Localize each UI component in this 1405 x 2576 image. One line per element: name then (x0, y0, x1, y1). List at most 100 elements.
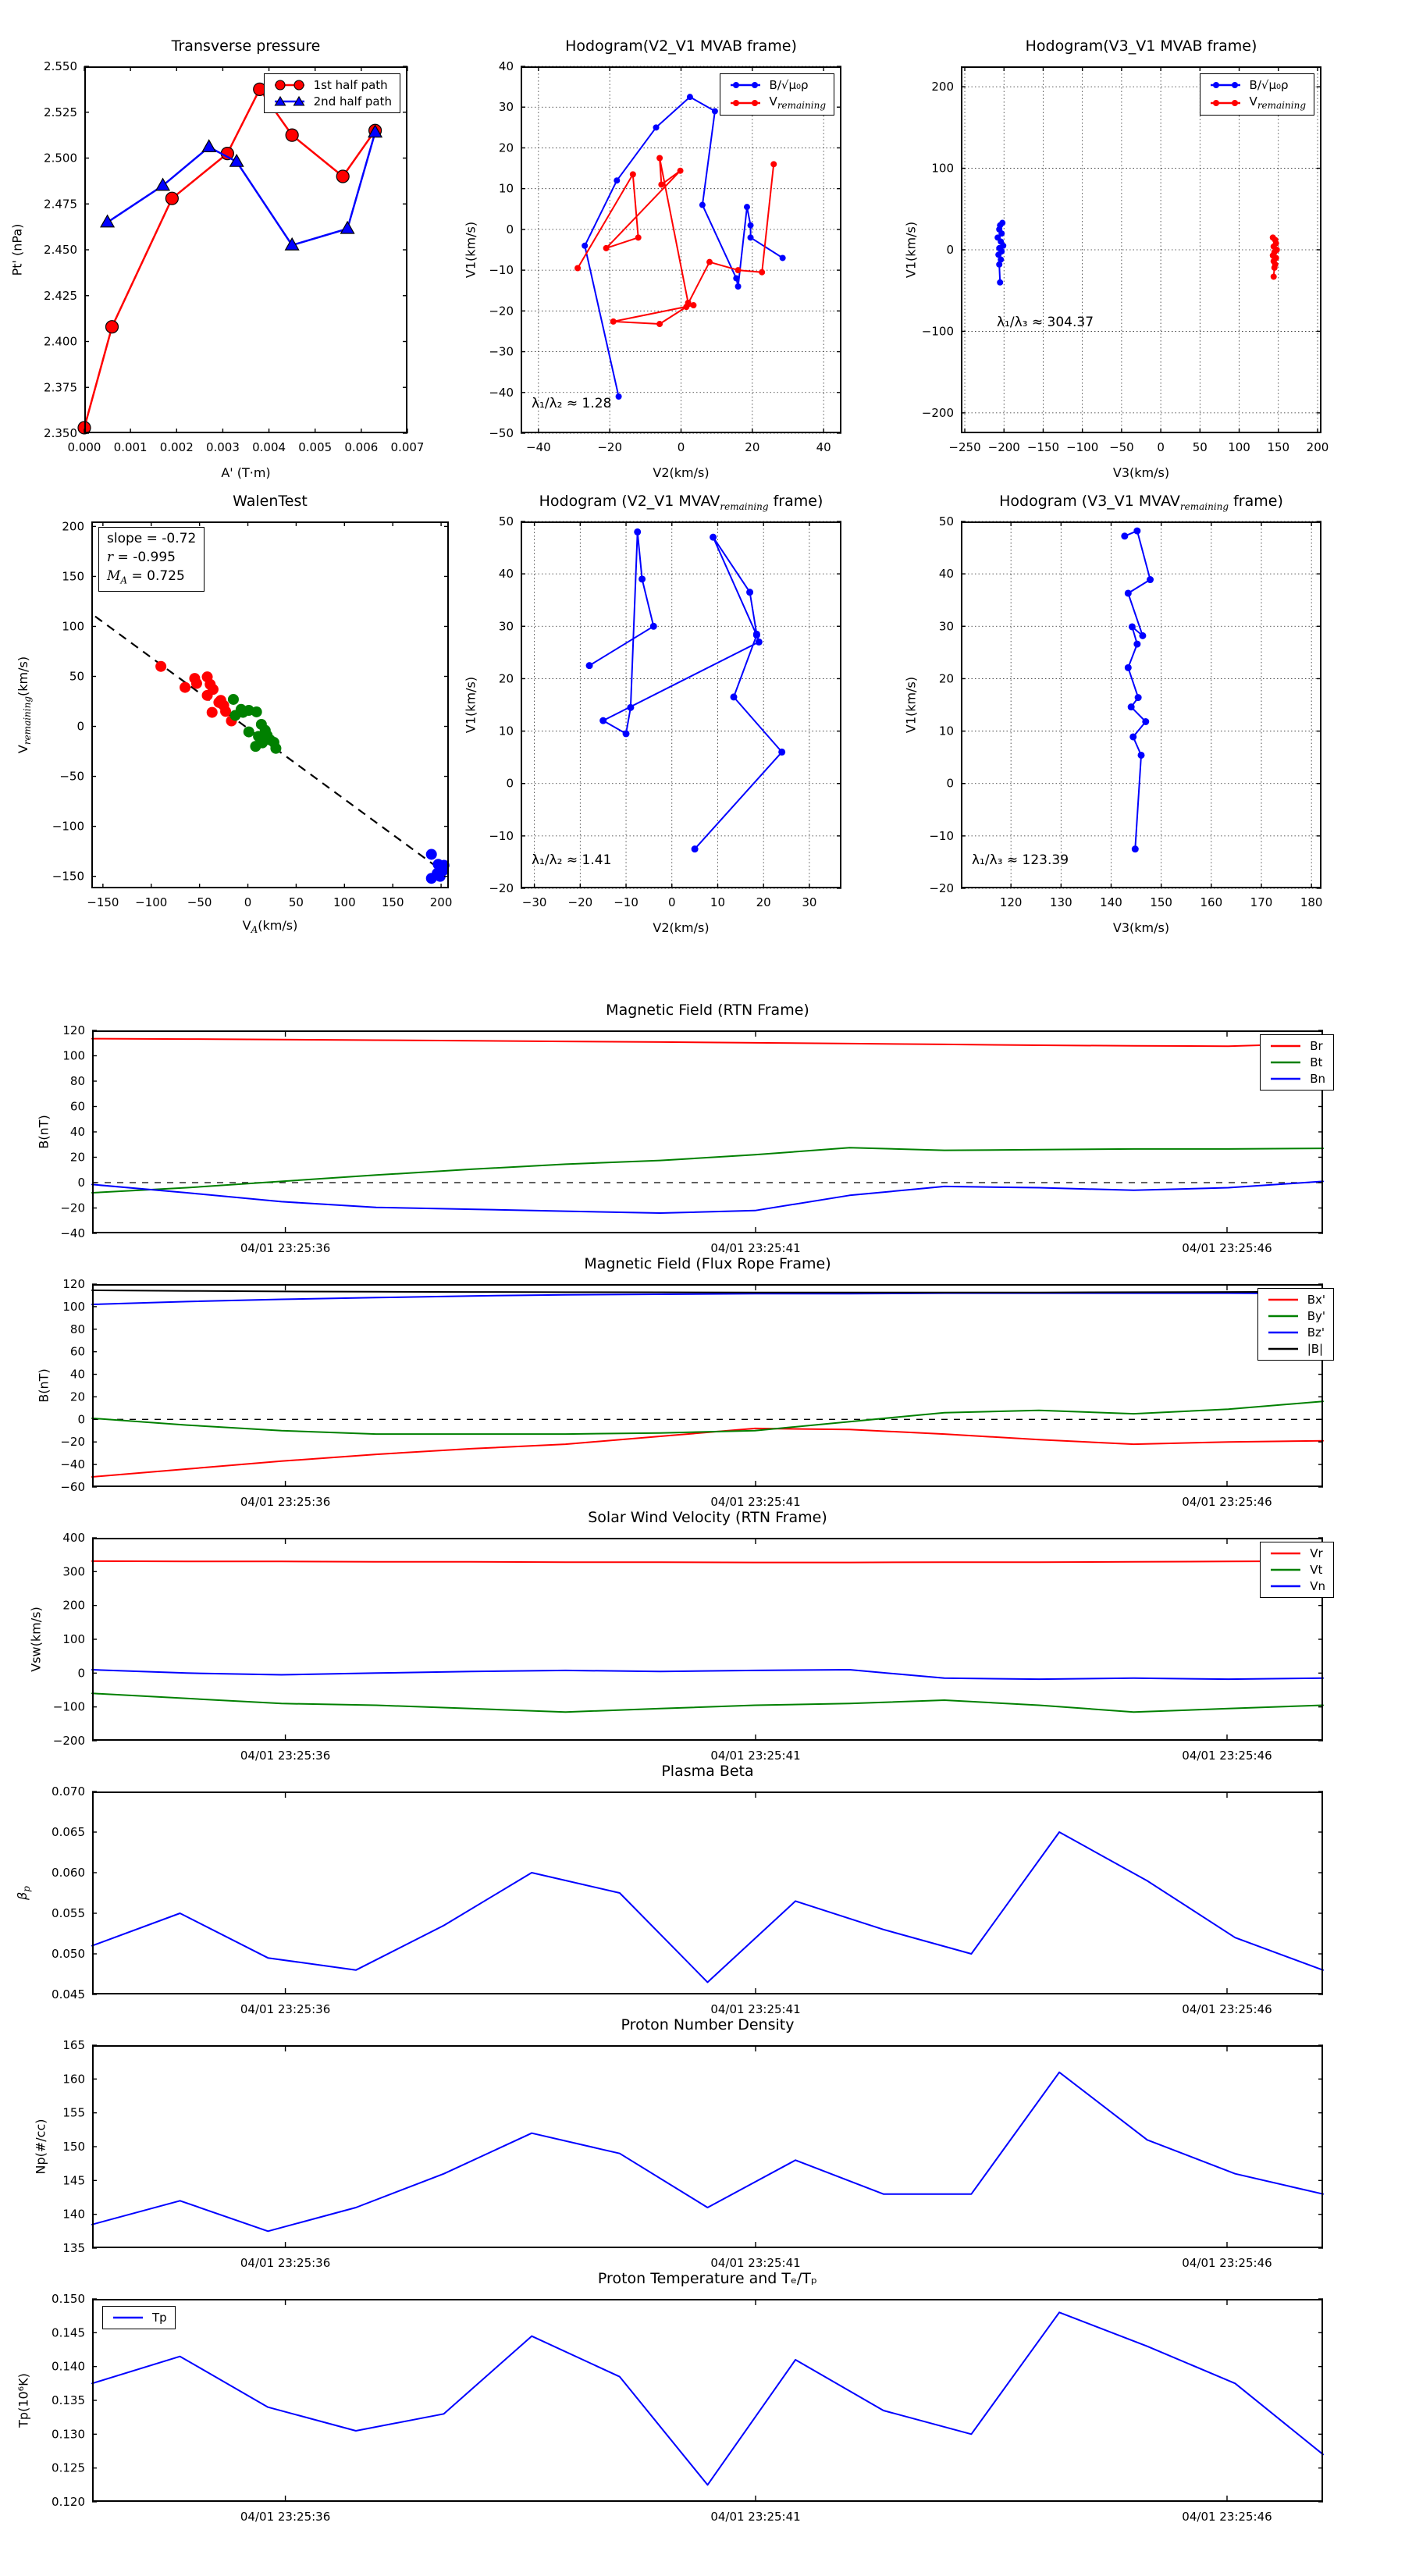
legend-entry: Bx' (1266, 1293, 1325, 1307)
time-tick-label: 04/01 23:25:41 (710, 2256, 800, 2270)
tick-label: 200 (931, 80, 954, 94)
plot-title: Hodogram(V2_V1 MVAB frame) (565, 37, 797, 55)
tick-label: 0.065 (52, 1825, 85, 1839)
legend-label: |B| (1307, 1342, 1324, 1356)
chart-canvas: 04/01 23:25:36 04/01 23:25:41 04/01 23:25:… (52, 1784, 1324, 2016)
y-axis-label: V1(km/s) (463, 676, 478, 734)
tick-label: 40 (70, 1368, 85, 1382)
tick-label: 0.006 (344, 440, 378, 454)
tick-label: −100 (1066, 440, 1098, 454)
tick-label: 50 (499, 514, 514, 528)
plot-transverse-pressure: Transverse pressure Pt' (nPa) A' (T·m) 1… (10, 37, 425, 480)
chart-canvas: 04/01 23:25:36 04/01 23:25:41 04/01 23:25:… (62, 2038, 1324, 2270)
time-tick-label: 04/01 23:25:36 (240, 1749, 330, 1763)
tick-label: 150 (382, 895, 404, 909)
time-tick-label: 04/01 23:25:41 (710, 1241, 800, 1255)
tick-label: 20 (499, 671, 514, 685)
x-axis-label: V2(km/s) (653, 465, 710, 480)
time-tick-label: 04/01 23:25:36 (240, 2256, 330, 2270)
tick-label: 0 (946, 243, 954, 257)
legend-swatch-line-icon (1268, 1315, 1298, 1318)
tick-label: 0.140 (52, 2360, 85, 2374)
legend-swatch-dots-icon (730, 99, 760, 106)
panel-title: Solar Wind Velocity (RTN Frame) (588, 1509, 827, 1526)
legend-entry: By' (1266, 1309, 1325, 1323)
tick-label: −20 (489, 881, 514, 895)
tick-label: 30 (499, 100, 514, 114)
tick-label: 0 (244, 895, 252, 909)
legend: Tp (102, 2306, 176, 2329)
walen-stats-box: slope = -0.72 r = -0.995 MA = 0.725 (98, 527, 205, 592)
tick-label: 0.045 (52, 1987, 85, 2001)
tick-label: 20 (745, 440, 759, 454)
tick-label: 0.125 (52, 2461, 85, 2475)
tick-label: 40 (499, 567, 514, 581)
panel-solar-wind-velocity: Solar Wind Velocity (RTN Frame) Vsw(km/s… (29, 1509, 1334, 1763)
legend-label: Tp (152, 2311, 167, 2325)
plot-title: Hodogram(V3_V1 MVAB frame) (1025, 37, 1257, 55)
tick-label: −20 (60, 1201, 85, 1215)
y-axis-label: βp (14, 1886, 33, 1900)
legend-swatch-line-icon (1268, 1347, 1298, 1350)
tick-label: −10 (614, 895, 638, 909)
tick-label: 100 (333, 895, 356, 909)
legend: Br Bt Bn (1260, 1034, 1334, 1091)
tick-label: 10 (499, 182, 514, 196)
legend-entry: Bt (1268, 1055, 1325, 1069)
tick-label: 20 (939, 671, 954, 685)
tick-label: 60 (70, 1100, 85, 1114)
tick-label: 160 (62, 2072, 85, 2086)
time-tick-label: 04/01 23:25:36 (240, 1241, 330, 1255)
tick-label: −50 (1109, 440, 1134, 454)
tick-label: 40 (939, 567, 954, 581)
plot-title: Transverse pressure (171, 37, 321, 55)
tick-label: 2.550 (44, 59, 77, 73)
panel-plasma-beta: Plasma Beta βp 04/01 23:25:36 04/01 23:25… (15, 1763, 1324, 2016)
time-tick-label: 04/01 23:25:46 (1182, 1495, 1272, 1509)
legend-label: Vremaining (1249, 94, 1306, 111)
tick-label: 0.055 (52, 1906, 85, 1920)
y-axis-label: V1(km/s) (903, 676, 919, 734)
legend-entry: 1st half path (272, 78, 392, 92)
tick-label: 200 (1307, 440, 1329, 454)
tick-label: 50 (69, 670, 84, 684)
tick-label: 0.005 (298, 440, 332, 454)
tick-label: 80 (70, 1322, 85, 1336)
time-tick-label: 04/01 23:25:46 (1182, 2002, 1272, 2016)
legend-label: Br (1310, 1039, 1323, 1053)
legend: B/√μ₀ρ Vremaining (719, 73, 834, 116)
tick-label: 0.000 (68, 440, 101, 454)
y-axis-label: Vsw(km/s) (28, 1606, 44, 1672)
tick-label: −40 (60, 1226, 85, 1240)
tick-label: 2.475 (44, 197, 77, 211)
panel-magnetic-field-flux-rope: Magnetic Field (Flux Rope Frame) B(nT) B… (37, 1255, 1334, 1509)
tick-label: 180 (1300, 895, 1323, 909)
tick-label: −100 (52, 820, 84, 834)
legend-label: Vr (1310, 1546, 1323, 1560)
chart-canvas: 04/01 23:25:36 04/01 23:25:41 04/01 23:25:… (60, 1277, 1324, 1509)
tick-label: 60 (70, 1345, 85, 1359)
tick-label: 10 (499, 724, 514, 738)
tick-label: 2.425 (44, 289, 77, 303)
legend-swatch-line-icon (1271, 1585, 1301, 1588)
time-tick-label: 04/01 23:25:36 (240, 1495, 330, 1509)
tick-label: −30 (489, 345, 514, 359)
tick-label: 100 (62, 1632, 85, 1646)
tick-label: 0.070 (52, 1784, 85, 1799)
tick-label: 140 (1100, 895, 1122, 909)
plot-walen-test: WalenTest Vremaining(km/s) VA(km/s) slop… (16, 493, 453, 935)
x-axis-label: V2(km/s) (653, 920, 710, 935)
tick-label: 0.007 (391, 440, 425, 454)
time-tick-label: 04/01 23:25:41 (710, 2510, 800, 2524)
legend-swatch-tri-icon (274, 95, 305, 106)
tick-label: 2.400 (44, 335, 77, 349)
tick-label: 30 (499, 619, 514, 633)
x-axis-label: V3(km/s) (1112, 465, 1170, 480)
tick-label: 165 (62, 2038, 85, 2052)
tick-label: 40 (70, 1125, 85, 1139)
tick-label: 2.450 (44, 243, 77, 257)
legend-label: Bz' (1307, 1325, 1325, 1340)
tick-label: 0 (668, 895, 676, 909)
tick-label: 0 (77, 1176, 85, 1190)
